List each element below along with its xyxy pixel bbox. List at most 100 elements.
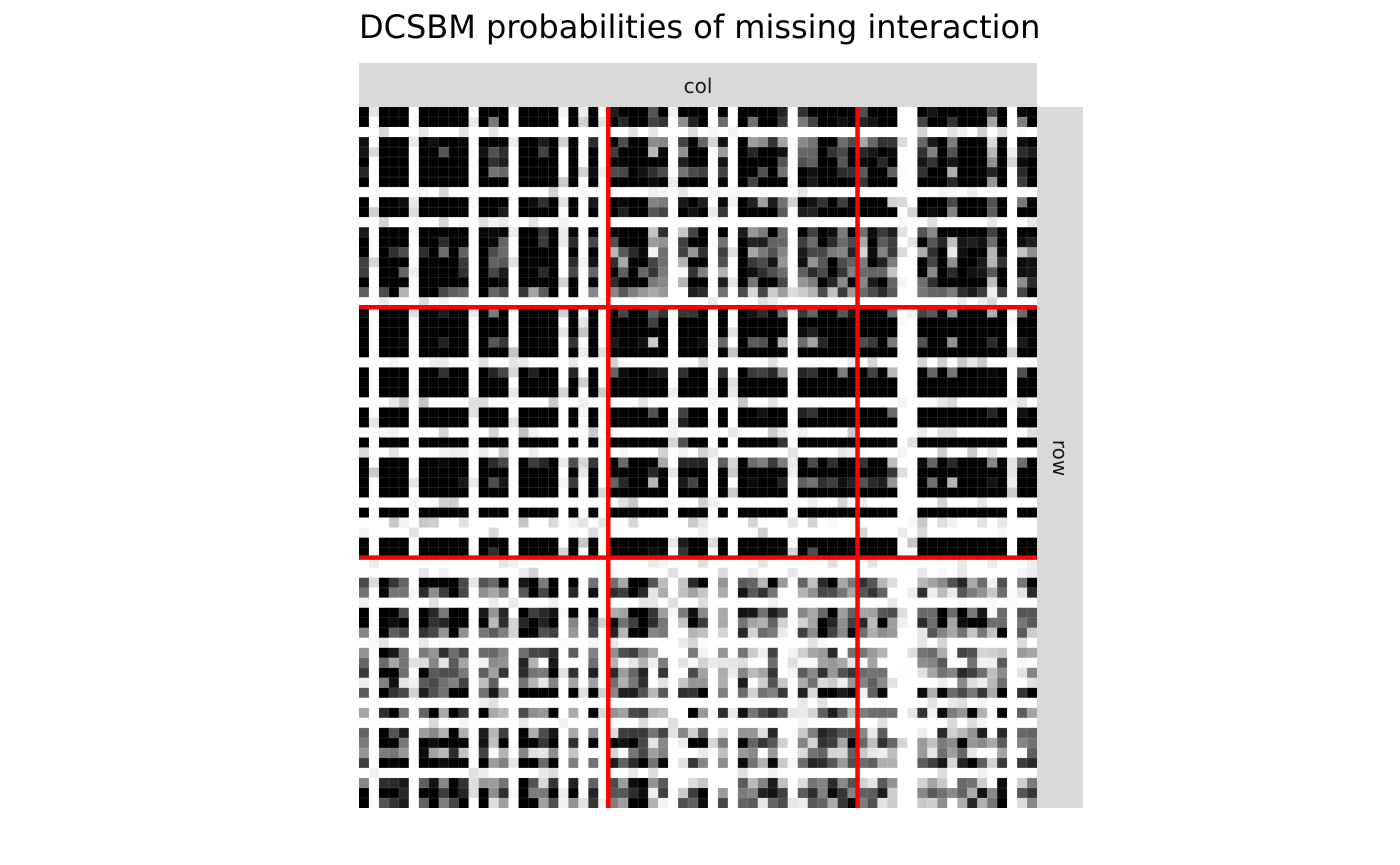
heatmap-cell xyxy=(1027,787,1037,799)
heatmap-cell xyxy=(388,297,400,308)
heatmap-cell xyxy=(917,477,928,488)
heatmap-cell xyxy=(1017,627,1028,639)
heatmap-cell xyxy=(368,477,380,488)
heatmap-cell xyxy=(398,527,410,538)
heatmap-cell xyxy=(907,657,918,669)
heatmap-cell xyxy=(568,347,579,358)
heatmap-cell xyxy=(528,757,539,769)
heatmap-cell xyxy=(1027,427,1037,438)
heatmap-cell xyxy=(458,527,469,538)
heatmap-cell xyxy=(957,177,968,188)
heatmap-cell xyxy=(797,397,808,408)
heatmap-cell xyxy=(1007,377,1018,388)
heatmap-cell xyxy=(967,237,978,248)
heatmap-cell xyxy=(1017,317,1028,328)
heatmap-cell xyxy=(478,487,489,498)
heatmap-cell xyxy=(807,397,818,408)
heatmap-cell xyxy=(368,547,380,558)
heatmap-cell xyxy=(359,617,370,629)
heatmap-cell xyxy=(727,537,739,548)
heatmap-cell xyxy=(408,497,420,508)
heatmap-cell xyxy=(698,307,709,318)
heatmap-cell xyxy=(757,187,769,198)
heatmap-cell xyxy=(498,167,509,178)
heatmap-cell xyxy=(797,387,808,398)
heatmap-cell xyxy=(648,597,659,609)
heatmap-cell xyxy=(747,787,759,799)
heatmap-cell xyxy=(378,427,390,438)
heatmap-cell xyxy=(867,657,878,669)
heatmap-cell xyxy=(698,757,709,769)
heatmap-cell xyxy=(698,427,709,438)
heatmap-cell xyxy=(438,787,450,799)
heatmap-cell xyxy=(757,517,769,528)
heatmap-cell xyxy=(827,297,838,308)
heatmap-cell xyxy=(797,567,808,578)
heatmap-cell xyxy=(867,147,878,158)
heatmap-cell xyxy=(448,477,460,488)
heatmap-cell xyxy=(917,677,928,689)
heatmap-cell xyxy=(747,307,759,318)
heatmap-cell xyxy=(408,757,420,769)
heatmap-cell xyxy=(777,267,789,278)
heatmap-cell xyxy=(648,637,659,649)
heatmap-cell xyxy=(359,407,370,418)
heatmap-cell xyxy=(827,757,838,769)
heatmap-cell xyxy=(967,447,978,458)
heatmap-cell xyxy=(448,457,460,468)
heatmap-cell xyxy=(588,317,599,328)
heatmap-cell xyxy=(668,327,679,338)
heatmap-cell xyxy=(359,217,370,228)
heatmap-cell xyxy=(907,627,918,639)
heatmap-cell xyxy=(867,267,878,278)
heatmap-cell xyxy=(488,607,499,619)
heatmap-cell xyxy=(897,297,908,308)
heatmap-cell xyxy=(518,687,529,699)
heatmap-cell xyxy=(807,487,818,498)
heatmap-cell xyxy=(887,197,898,208)
heatmap-cell xyxy=(977,557,988,568)
heatmap-cell xyxy=(947,467,958,478)
heatmap-cell xyxy=(1017,167,1028,178)
heatmap-cell xyxy=(847,417,858,428)
heatmap-cell xyxy=(1027,297,1037,308)
heatmap-cell xyxy=(418,487,430,498)
heatmap-cell xyxy=(418,777,430,789)
heatmap-cell xyxy=(388,367,400,378)
heatmap-cell xyxy=(658,627,669,639)
heatmap-cell xyxy=(847,747,858,759)
heatmap-cell xyxy=(1017,187,1028,198)
heatmap-cell xyxy=(1007,417,1018,428)
heatmap-cell xyxy=(398,597,410,609)
heatmap-cell xyxy=(937,237,948,248)
heatmap-cell xyxy=(787,237,799,248)
heatmap-cell xyxy=(359,257,370,268)
heatmap-cell xyxy=(498,327,509,338)
heatmap-cell xyxy=(618,637,629,649)
heatmap-cell xyxy=(1007,627,1018,639)
heatmap-cell xyxy=(568,587,579,598)
heatmap-cell xyxy=(628,217,639,228)
heatmap-cell xyxy=(568,647,579,659)
heatmap-cell xyxy=(628,317,639,328)
heatmap-cell xyxy=(638,687,649,699)
heatmap-cell xyxy=(707,497,719,508)
heatmap-cell xyxy=(438,597,450,609)
heatmap-cell xyxy=(368,687,380,699)
heatmap-cell xyxy=(658,717,669,729)
heatmap-cell xyxy=(837,117,848,128)
heatmap-cell xyxy=(518,697,529,709)
heatmap-cell xyxy=(558,267,569,278)
heatmap-cell xyxy=(398,187,410,198)
heatmap-cell xyxy=(388,497,400,508)
heatmap-cell xyxy=(747,337,759,348)
heatmap-cell xyxy=(967,777,978,789)
heatmap-cell xyxy=(787,567,799,578)
heatmap-cell xyxy=(588,577,599,588)
heatmap-cell xyxy=(807,257,818,268)
heatmap-cell xyxy=(737,497,749,508)
heatmap-cell xyxy=(658,677,669,689)
heatmap-cell xyxy=(378,697,390,709)
heatmap-cell xyxy=(528,407,539,418)
heatmap-cell xyxy=(807,167,818,178)
